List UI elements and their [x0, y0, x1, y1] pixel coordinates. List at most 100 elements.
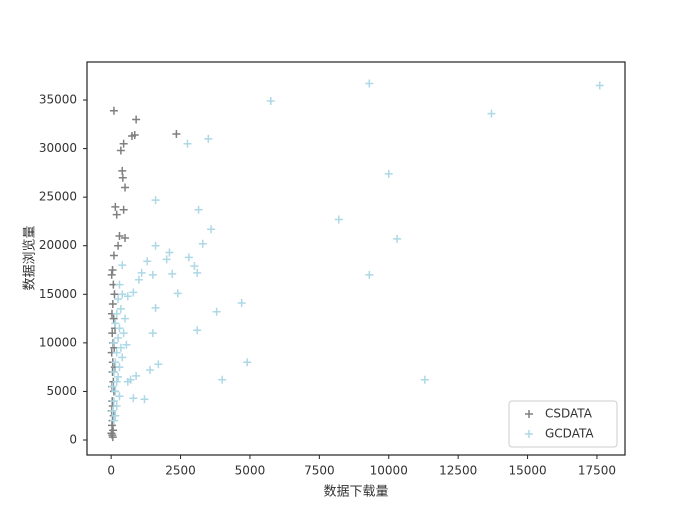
scatter-point: [487, 109, 496, 118]
scatter-point: [140, 395, 149, 404]
scatter-point: [107, 421, 116, 430]
scatter-point: [365, 270, 374, 279]
scatter-point: [384, 169, 393, 178]
x-tick-label: 5000: [235, 464, 266, 478]
scatter-point: [118, 353, 127, 362]
scatter-point: [334, 215, 343, 224]
scatter-point: [127, 131, 136, 140]
scatter-point: [266, 96, 275, 105]
scatter-point: [118, 173, 127, 182]
scatter-point: [212, 307, 221, 316]
scatter-point: [146, 366, 155, 375]
scatter-point: [123, 377, 132, 386]
scatter-point: [114, 372, 123, 381]
scatter-point: [148, 329, 157, 338]
scatter-point: [115, 232, 124, 241]
scatter-point: [112, 210, 121, 219]
legend-marker: [525, 410, 533, 418]
scatter-point: [109, 368, 118, 376]
scatter-point: [108, 300, 117, 309]
scatter-point: [132, 115, 141, 124]
legend-label: GCDATA: [545, 427, 594, 441]
scatter-point: [111, 358, 120, 367]
scatter-point: [112, 309, 121, 318]
scatter-point: [108, 406, 117, 415]
y-tick-label: 10000: [39, 335, 77, 349]
scatter-point: [108, 329, 117, 338]
scatter-point: [420, 375, 429, 384]
scatter-point: [365, 79, 374, 88]
scatter-point: [137, 268, 146, 277]
scatter-point: [115, 280, 124, 289]
scatter-point: [198, 239, 207, 248]
scatter-point: [111, 411, 120, 420]
scatter-point: [173, 289, 182, 298]
scatter-point: [190, 262, 199, 271]
scatter-point: [109, 397, 118, 406]
scatter-point: [151, 196, 160, 205]
x-axis-title: 数据下载量: [323, 485, 388, 500]
plot-frame: [86, 61, 626, 456]
scatter-point: [115, 363, 124, 372]
legend-box: [508, 400, 618, 448]
scatter-point: [107, 270, 116, 279]
scatter-point: [112, 348, 121, 357]
scatter-point: [237, 299, 246, 308]
scatter-point: [111, 202, 120, 211]
scatter-point: [108, 266, 117, 275]
scatter-point: [172, 130, 181, 139]
scatter-point: [119, 139, 128, 148]
scatter-point: [218, 375, 227, 384]
scatter-point: [393, 234, 402, 243]
scatter-point: [121, 314, 130, 323]
scatter-point: [151, 303, 160, 312]
scatter-point: [108, 382, 117, 391]
y-axis-title: 数据浏览量: [22, 225, 38, 290]
scatter-point: [184, 253, 193, 262]
y-tick-label: 35000: [39, 93, 77, 107]
scatter-point: [129, 394, 138, 403]
scatter-point: [112, 377, 121, 386]
scatter-point: [116, 343, 125, 352]
scatter-point: [193, 326, 202, 335]
scatter-point: [151, 241, 160, 250]
scatter-point: [116, 146, 125, 155]
scatter-point: [154, 360, 163, 369]
scatter-point: [165, 248, 174, 257]
scatter-point: [110, 290, 119, 299]
scatter-point: [207, 225, 216, 234]
x-tick-label: 2500: [165, 464, 196, 478]
scatter-point: [118, 166, 127, 175]
scatter-point: [132, 371, 141, 380]
scatter-point: [112, 401, 121, 410]
scatter-point: [109, 251, 118, 260]
scatter-point: [109, 106, 118, 115]
scatter-point: [114, 295, 123, 304]
x-tick-label: 15000: [508, 464, 546, 478]
y-tick-label: 5000: [46, 384, 77, 398]
y-tick-label: 25000: [39, 190, 77, 204]
scatter-point: [109, 338, 118, 347]
x-tick-label: 0: [107, 464, 115, 478]
scatter-point: [194, 205, 203, 214]
scatter-point: [148, 270, 157, 279]
scatter-point: [143, 257, 152, 266]
scatter-point: [108, 433, 117, 442]
y-tick-label: 0: [69, 432, 77, 446]
scatter-point: [115, 324, 124, 333]
y-tick-label: 20000: [39, 238, 77, 252]
scatter-point: [116, 304, 125, 313]
scatter-point: [119, 205, 128, 214]
x-tick-label: 10000: [370, 464, 408, 478]
legend-label: CSDATA: [545, 407, 593, 421]
scatter-point: [121, 183, 130, 192]
scatter-point: [121, 233, 130, 242]
scatter-point: [162, 255, 171, 264]
scatter-point: [243, 358, 252, 367]
scatter-point: [115, 392, 124, 401]
scatter-point: [134, 275, 143, 284]
scatter-point: [168, 269, 177, 278]
y-tick-label: 15000: [39, 287, 77, 301]
scatter-point: [123, 292, 132, 301]
